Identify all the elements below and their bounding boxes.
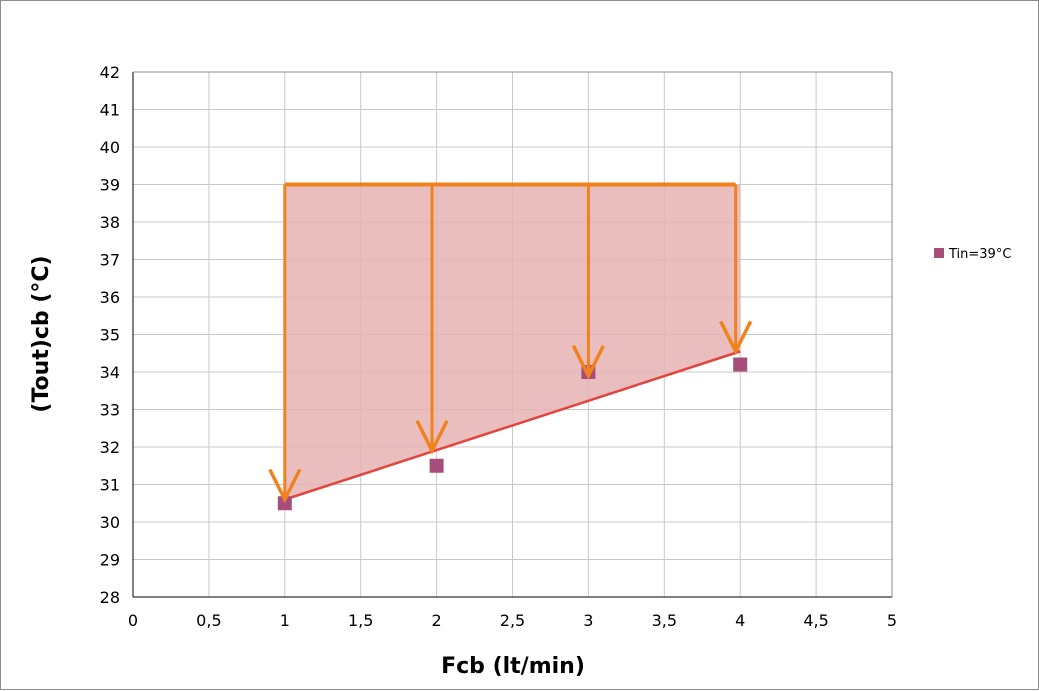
arrow-head [571,344,605,380]
shaded-region-group [284,184,741,501]
legend-marker [934,248,944,258]
shaded-region [284,184,741,500]
y-tick-label: 39 [100,176,120,195]
x-tick-label: 0,5 [196,611,221,630]
y-tick-label: 35 [100,326,120,345]
y-tick-label: 30 [100,513,120,532]
x-tick-label: 3 [583,611,593,630]
y-tick-label: 36 [100,288,120,307]
x-tick-label: 1 [280,611,290,630]
x-tick-label: 4 [735,611,745,630]
x-tick-labels: 0 0,5 1 1,5 2 2,5 3 3,5 4 4,5 5 [128,611,897,630]
trend-line [284,350,741,501]
y-tick-label: 29 [100,551,120,570]
x-tick-label: 2,5 [500,611,525,630]
y-tick-label: 42 [100,63,120,82]
arrow-head [415,419,449,455]
x-tick-label: 3,5 [652,611,677,630]
y-tick-label: 37 [100,251,120,270]
arrow-head [719,320,753,356]
y-tick-label: 40 [100,138,120,157]
x-tick-label: 4,5 [803,611,828,630]
y-tick-label: 32 [100,438,120,457]
arrow-head [268,468,302,504]
y-tick-label: 38 [100,213,120,232]
x-tick-label: 1,5 [348,611,373,630]
y-axis-title: (Tout)cb (°C) [29,255,54,412]
data-point [733,357,748,372]
legend-label: Tin=39°C [948,247,1011,262]
data-point [429,458,444,473]
x-tick-label: 2 [432,611,442,630]
y-tick-label: 41 [100,101,120,120]
arrows-group [268,182,753,504]
y-tick-label: 28 [100,588,120,607]
y-tick-label: 34 [100,363,120,382]
x-tick-label: 5 [887,611,897,630]
x-axis-title: Fcb (lt/min) [441,654,585,679]
y-tick-labels: 28 29 30 31 32 33 34 35 36 37 38 39 40 41 42 [100,63,120,607]
y-tick-label: 33 [100,401,120,420]
legend: Tin=39°C [934,247,1011,262]
y-tick-label: 31 [100,476,120,495]
x-tick-label: 0 [128,611,138,630]
